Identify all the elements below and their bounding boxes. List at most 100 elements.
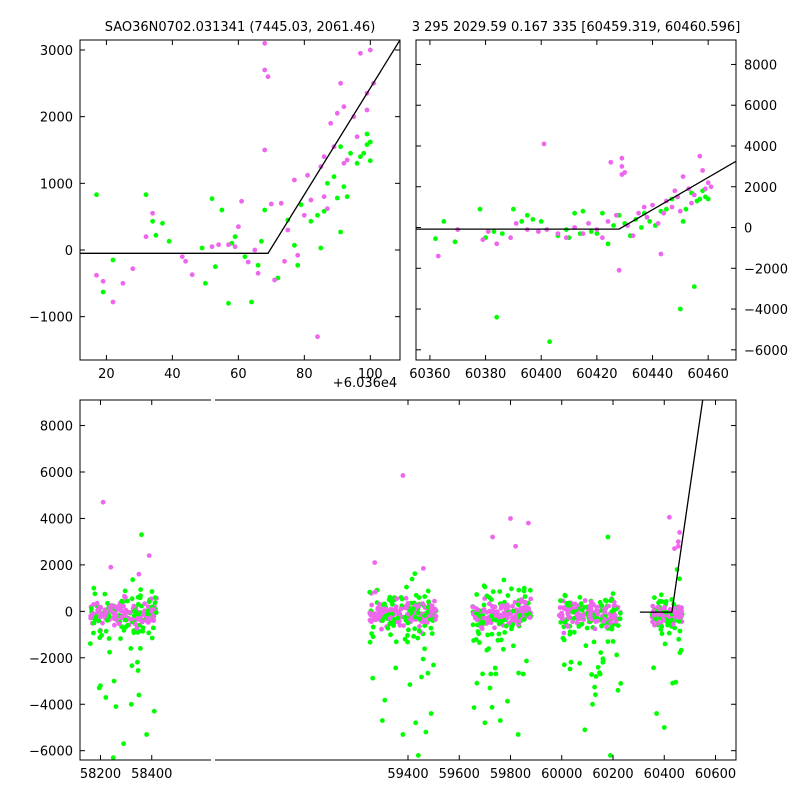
data-point-magenta [489,603,495,609]
data-point-green [497,589,503,594]
data-point-green [477,206,483,212]
data-point-magenta [435,253,441,259]
data-point-green [382,601,387,607]
data-point-magenta [308,197,314,203]
data-point-green [496,631,502,637]
data-point-magenta [143,234,149,240]
data-point-green [334,195,340,201]
data-point-magenta [587,604,593,610]
data-point-magenta [338,80,343,86]
data-point-green [370,624,376,630]
data-point-green [659,624,665,629]
data-point-green [593,674,599,679]
data-point-green [605,534,611,540]
data-point-magenta [658,251,664,257]
data-point-magenta [226,242,231,248]
x-tick-label: 58200 [80,767,121,782]
data-point-magenta [497,612,503,618]
data-point-magenta [526,520,531,526]
data-point-green [149,589,155,594]
x-tick-label: 60440 [632,367,673,382]
y-tick-label: −4000 [744,303,788,318]
plot-top-right: 60360 60380 60400 60420 60440 60460 −6000 −4000… [409,39,788,382]
data-point-magenta [282,258,287,264]
data-point-green [561,662,567,668]
data-point-magenta [513,221,519,226]
data-point-green [427,616,433,622]
data-point-green [91,585,97,591]
data-point-green [135,601,141,607]
data-point-magenta [622,170,628,175]
data-point-green [129,596,135,602]
data-point-magenta [392,608,398,614]
data-point-green [659,631,665,637]
data-point-green [96,618,102,624]
x-tick-label: 59800 [490,767,531,782]
data-point-green [605,639,611,644]
data-point-green [415,753,421,758]
data-point-magenta [113,616,119,622]
data-point-green [367,639,373,645]
data-point-green [385,625,391,631]
data-point-magenta [559,610,564,616]
data-point-magenta [96,605,102,611]
y-tick-label: 2000 [744,181,777,196]
data-point-green [103,628,109,634]
data-point-green [600,656,606,662]
data-point-green [364,142,370,148]
data-point-magenta [611,603,617,609]
data-point-green [562,619,568,625]
data-point-green [423,729,429,735]
data-point-green [153,610,159,615]
data-point-green [505,593,511,598]
data-point-green [262,207,268,213]
data-point-green [491,229,497,235]
data-point-green [203,280,208,286]
data-point-magenta [604,624,609,630]
data-point-green [510,622,516,627]
data-point-magenta [602,608,608,614]
data-point-green [422,613,427,618]
data-point-green [259,238,264,244]
data-point-green [111,678,117,684]
data-point-magenta [179,254,185,260]
data-point-green [400,732,406,737]
data-point-green [661,725,667,730]
data-point-green [608,598,613,604]
x-tick-label: 58400 [131,767,172,782]
data-point-magenta [268,201,274,207]
data-point-green [615,623,621,628]
x-tick-label: 40 [164,367,181,382]
data-point-green [580,208,586,214]
plot-top-left: 20 40 60 80 100 −1000 0 1000 2000 3000 [29,39,401,382]
data-point-magenta [397,622,403,628]
data-point-green [226,300,231,306]
data-point-green [308,218,314,224]
data-point-magenta [526,605,531,611]
plot-area [416,141,736,345]
data-point-green [113,704,119,709]
data-point-green [425,670,431,676]
data-point-green [383,613,388,618]
data-point-magenta [675,543,681,549]
data-point-green [139,532,144,538]
data-point-green [493,671,499,677]
data-point-green [140,628,146,634]
data-point-magenta [118,608,124,614]
data-point-magenta [403,595,409,601]
data-point-magenta [519,605,525,611]
data-point-green [598,650,604,655]
data-point-green [367,589,373,595]
model-line [639,400,704,613]
data-point-magenta [89,612,95,618]
data-point-green [588,229,594,235]
data-point-green [615,687,621,693]
x-tick-label: 60000 [541,767,582,782]
data-point-magenta [122,593,127,599]
data-point-green [358,154,363,160]
data-point-green [501,577,507,583]
model-line [80,40,400,254]
data-point-magenta [582,598,588,603]
data-point-green [579,607,585,613]
